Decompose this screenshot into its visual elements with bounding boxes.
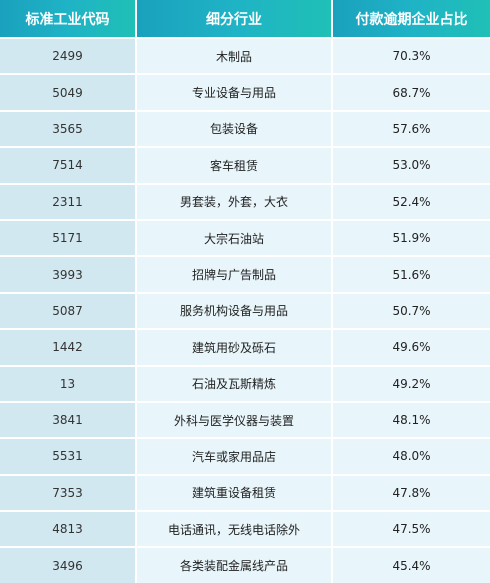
cell-industry: 汽车或家用品店 xyxy=(137,437,333,474)
cell-overdue-ratio: 51.6% xyxy=(333,255,490,292)
header-sic-code: 标准工业代码 xyxy=(0,0,137,37)
cell-overdue-ratio: 52.4% xyxy=(333,182,490,219)
cell-sic-code: 3496 xyxy=(0,546,137,583)
cell-overdue-ratio: 48.0% xyxy=(333,437,490,474)
cell-sic-code: 3993 xyxy=(0,255,137,292)
table-row: 5049 专业设备与用品 68.7% xyxy=(0,73,490,110)
table-row: 5087 服务机构设备与用品 50.7% xyxy=(0,291,490,329)
cell-overdue-ratio: 48.1% xyxy=(333,400,490,438)
cell-industry: 专业设备与用品 xyxy=(137,73,333,110)
cell-industry: 外科与医学仪器与装置 xyxy=(137,400,333,438)
cell-sic-code: 2311 xyxy=(0,182,137,219)
cell-sic-code: 3565 xyxy=(0,109,137,147)
cell-industry: 建筑用砂及砾石 xyxy=(137,328,333,365)
cell-overdue-ratio: 47.5% xyxy=(333,510,490,547)
cell-overdue-ratio: 49.2% xyxy=(333,364,490,401)
cell-industry: 各类装配金属线产品 xyxy=(137,546,333,583)
cell-overdue-ratio: 49.6% xyxy=(333,328,490,365)
cell-industry: 包装设备 xyxy=(137,109,333,147)
table-body: 2499 木制品 70.3% 5049 专业设备与用品 68.7% 3565 包装设备 57.6… xyxy=(0,37,490,583)
header-industry: 细分行业 xyxy=(137,0,333,37)
table-row: 1442 建筑用砂及砾石 49.6% xyxy=(0,328,490,365)
table-row: 2499 木制品 70.3% xyxy=(0,37,490,74)
cell-sic-code: 5171 xyxy=(0,218,137,256)
cell-sic-code: 7514 xyxy=(0,146,137,183)
header-overdue-ratio: 付款逾期企业占比 xyxy=(333,0,490,37)
cell-overdue-ratio: 50.7% xyxy=(333,291,490,329)
cell-overdue-ratio: 53.0% xyxy=(333,146,490,183)
cell-industry: 石油及瓦斯精炼 xyxy=(137,364,333,401)
table-row: 3841 外科与医学仪器与装置 48.1% xyxy=(0,400,490,438)
cell-overdue-ratio: 47.8% xyxy=(333,473,490,511)
table-row: 3496 各类装配金属线产品 45.4% xyxy=(0,546,490,583)
cell-industry: 木制品 xyxy=(137,37,333,74)
cell-industry: 招牌与广告制品 xyxy=(137,255,333,292)
table-row: 2311 男套装，外套，大衣 52.4% xyxy=(0,182,490,219)
cell-overdue-ratio: 51.9% xyxy=(333,218,490,256)
cell-sic-code: 3841 xyxy=(0,400,137,438)
cell-industry: 大宗石油站 xyxy=(137,218,333,256)
cell-overdue-ratio: 68.7% xyxy=(333,73,490,110)
table-row: 3993 招牌与广告制品 51.6% xyxy=(0,255,490,292)
cell-sic-code: 13 xyxy=(0,364,137,401)
cell-industry: 电话通讯，无线电话除外 xyxy=(137,510,333,547)
cell-sic-code: 4813 xyxy=(0,510,137,547)
cell-industry: 建筑重设备租赁 xyxy=(137,473,333,511)
header-row: 标准工业代码 细分行业 付款逾期企业占比 xyxy=(0,0,490,37)
cell-industry: 客车租赁 xyxy=(137,146,333,183)
cell-sic-code: 5087 xyxy=(0,291,137,329)
cell-sic-code: 1442 xyxy=(0,328,137,365)
table-row: 5531 汽车或家用品店 48.0% xyxy=(0,437,490,474)
cell-sic-code: 5049 xyxy=(0,73,137,110)
cell-overdue-ratio: 45.4% xyxy=(333,546,490,583)
cell-overdue-ratio: 70.3% xyxy=(333,37,490,74)
cell-sic-code: 5531 xyxy=(0,437,137,474)
cell-sic-code: 2499 xyxy=(0,37,137,74)
cell-industry: 男套装，外套，大衣 xyxy=(137,182,333,219)
table-row: 3565 包装设备 57.6% xyxy=(0,109,490,147)
cell-sic-code: 7353 xyxy=(0,473,137,511)
table-row: 4813 电话通讯，无线电话除外 47.5% xyxy=(0,510,490,547)
table-row: 7353 建筑重设备租赁 47.8% xyxy=(0,473,490,511)
table-row: 7514 客车租赁 53.0% xyxy=(0,146,490,183)
table-row: 13 石油及瓦斯精炼 49.2% xyxy=(0,364,490,401)
cell-overdue-ratio: 57.6% xyxy=(333,109,490,147)
table-row: 5171 大宗石油站 51.9% xyxy=(0,218,490,256)
cell-industry: 服务机构设备与用品 xyxy=(137,291,333,329)
